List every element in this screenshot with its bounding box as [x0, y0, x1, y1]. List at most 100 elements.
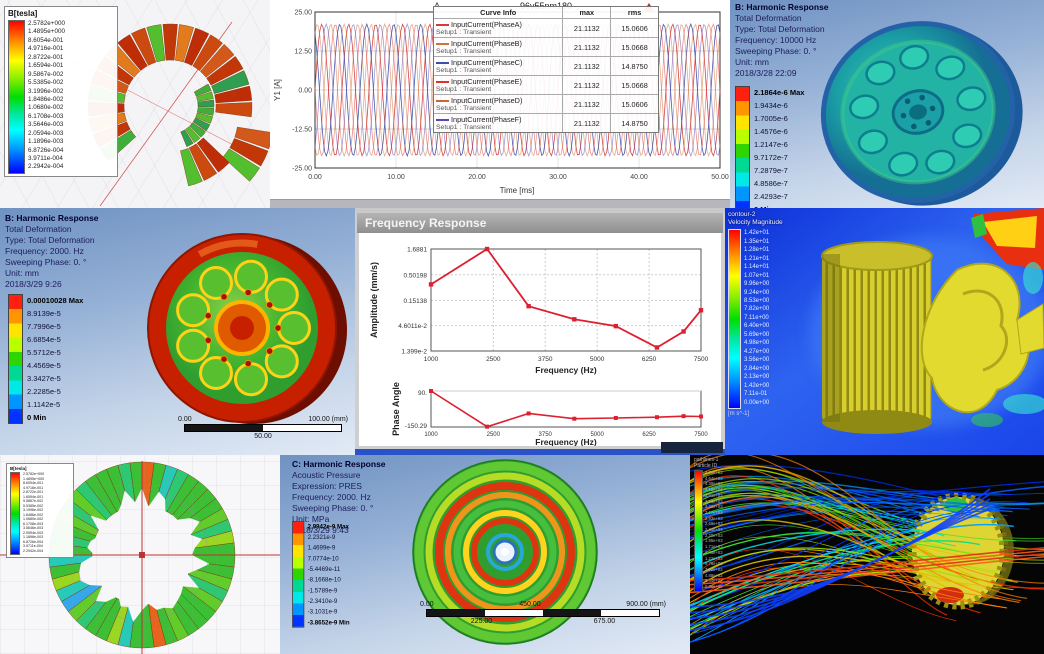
- field-segment: [184, 27, 210, 66]
- window-corner-widget[interactable]: [661, 442, 723, 453]
- info-line: C: Harmonic Response: [292, 459, 386, 469]
- column-header: Curve Info: [434, 7, 564, 18]
- curve-swatch: [436, 24, 449, 27]
- particle-legend: pathlines-1 Particle ID 4.88e+03 4.64e+03…: [694, 457, 723, 592]
- legend-value: 6.40e+00: [744, 323, 770, 330]
- panel-pathlines: pathlines-1 Particle ID 4.88e+03 4.64e+03…: [690, 455, 1044, 654]
- axis-text: 1.6881: [407, 247, 427, 254]
- panel-acoustic-pressure: C: Harmonic Response Acoustic Pressure Exp…: [280, 455, 690, 654]
- field-segment: [196, 137, 230, 173]
- curve-info-table: Curve Info max rms InputCurrent(PhaseA) Setu…: [433, 6, 659, 133]
- streamline: [690, 584, 996, 635]
- legend-value: 0 Min: [754, 203, 804, 208]
- field-segment: [172, 590, 209, 630]
- panel-frequency-response-window: Frequency Response 1000 2500 3750 5000 6250 7…: [355, 208, 725, 455]
- window-titlebar[interactable]: Frequency Response: [357, 213, 723, 233]
- field-segment: [160, 468, 189, 512]
- legend-header: contour-2 Velocity Magnitude: [728, 211, 783, 227]
- curve-table-row: InputCurrent(PhaseA) Setup1 : Transient 21…: [434, 18, 658, 37]
- curve-table-row: InputCurrent(PhaseB) Setup1 : Transient 21…: [434, 37, 658, 56]
- legend-value: 3.66e+03: [705, 498, 723, 504]
- legend-value: 7.32e+02: [705, 566, 723, 572]
- field-segment: [206, 56, 244, 86]
- axis-text: 0.15138: [404, 298, 428, 305]
- legend-value: 8.53e+00: [744, 298, 770, 304]
- curve-rms: 14.8750: [621, 61, 648, 71]
- column-header: max: [563, 7, 612, 18]
- streamline: [690, 555, 1014, 617]
- curve-swatch: [436, 81, 449, 84]
- field-segment: [181, 579, 223, 612]
- legend-value: 4.9716e-001: [28, 45, 64, 53]
- legend-value: 3.1996e-002: [23, 508, 44, 512]
- field-segment: [129, 461, 143, 506]
- legend-value: 1.42e+00: [744, 382, 770, 389]
- field-segment: [195, 112, 213, 124]
- legend-value: 1.9434e-6: [754, 101, 788, 110]
- legend-value: 9.5867e-002: [28, 70, 64, 78]
- field-segment: [191, 554, 236, 568]
- field-segment: [180, 148, 203, 187]
- legend-title: pathlines-1: [694, 457, 719, 463]
- color-bar: [694, 470, 703, 592]
- axis-text: 5000: [590, 356, 605, 363]
- data-marker: [572, 317, 577, 322]
- legend-header: pathlines-1 Particle ID: [694, 457, 723, 469]
- legend-value: 7.11e-01: [744, 391, 768, 398]
- curve-name: InputCurrent(PhaseD): [451, 96, 523, 105]
- legend-title: contour-2: [728, 211, 756, 218]
- streamline: [690, 549, 1044, 586]
- legend-value: 2.5782e+000: [28, 20, 65, 27]
- color-bar: [8, 294, 23, 424]
- scrollbar[interactable]: [270, 199, 730, 208]
- streamline: [690, 513, 957, 557]
- axis-text: 12.50: [294, 49, 312, 56]
- axis-text: Amplitude (mm/s): [369, 262, 379, 338]
- legend-value: 2.0594e-003: [23, 530, 44, 535]
- window-body: 1000 2500 3750 5000 6250 7500 1.6881 0.50198 0.1…: [359, 233, 721, 447]
- curve-name: InputCurrent(PhaseC): [451, 58, 523, 67]
- info-line: Type: Total Deformation: [5, 235, 95, 246]
- legend-value: 2.8722e-001: [23, 490, 44, 494]
- field-segment: [200, 44, 235, 78]
- legend-value: 3.17e+03: [705, 509, 723, 515]
- streamline: [690, 480, 1044, 505]
- window-bottom-border: [355, 449, 725, 455]
- axis-text: 0.00: [308, 174, 322, 181]
- legend-value: 1.22e+03: [705, 555, 723, 561]
- curve-swatch: [436, 62, 449, 65]
- field-segment: [197, 99, 215, 108]
- legend-value: 3.42e+03: [705, 504, 723, 510]
- field-segment: [189, 122, 206, 138]
- info-line: Sweeping Phase: 0. °: [735, 46, 817, 57]
- data-marker: [526, 411, 531, 416]
- scale-ruler: 0.00 100.00 (mm) 50.00: [178, 416, 348, 442]
- info-line: Sweeping Phase: 0. °: [292, 503, 374, 514]
- deformation-legend: 2.1864e-6 Max 1.9434e-6 1.7005e-6 1.4576e-6…: [735, 86, 804, 208]
- legend-value: -2.3410e-9: [307, 597, 338, 605]
- curve-setup: Setup1 : Transient: [436, 86, 492, 93]
- panel-cfd-velocity-contour: contour-2 Velocity Magnitude 1.42e+01 1.3…: [725, 208, 1044, 455]
- legend-value: 9.76e+02: [705, 561, 723, 567]
- field-segment: [197, 107, 215, 116]
- flywheel-deformation-view: [820, 21, 1023, 206]
- color-bar: [735, 86, 750, 208]
- legend-value: 1.14e+01: [744, 264, 770, 271]
- legend-value: 1.1142e-5: [27, 400, 61, 409]
- curve-max: 21.1132: [563, 95, 612, 113]
- field-segment: [192, 34, 223, 71]
- legend-value: 4.98e+00: [744, 340, 770, 347]
- curve-table-row: InputCurrent(PhaseD) Setup1 : Transient 21…: [434, 94, 658, 113]
- legend-value: 3.56e+00: [744, 357, 770, 364]
- field-color-legend: B[tesla] 2.5782e+000 1.4895e+000 8.6054e-0…: [6, 463, 74, 558]
- info-line: Total Deformation: [735, 13, 802, 24]
- data-marker: [681, 414, 686, 419]
- curve-table-row: InputCurrent(PhaseE) Setup1 : Transient 21…: [434, 75, 658, 94]
- legend-value: 3.91e+03: [705, 492, 723, 498]
- legend-value: 4.8586e-7: [754, 179, 788, 188]
- legend-value: 4.15e+03: [705, 487, 723, 493]
- legend-value: 7.11e+00: [744, 314, 769, 321]
- legend-value: 1.4699e-9: [307, 543, 336, 552]
- streamline: [690, 536, 951, 583]
